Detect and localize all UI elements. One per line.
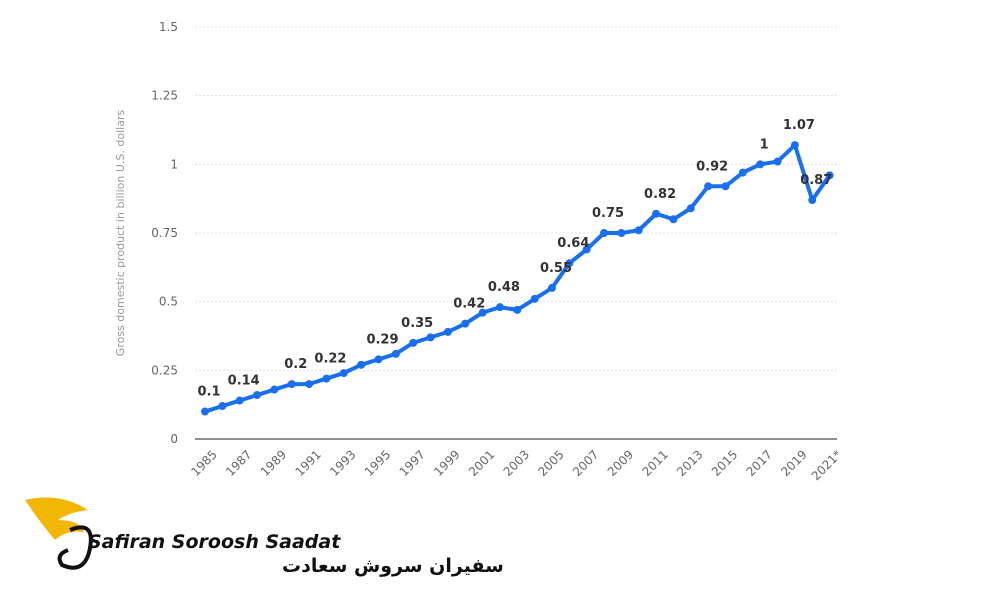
point — [339, 369, 348, 378]
x-tick-label: 1999 — [431, 447, 462, 478]
point — [426, 333, 435, 342]
point — [582, 245, 591, 254]
point — [669, 215, 678, 224]
x-tick-label: 1987 — [223, 447, 254, 478]
x-tick-label: 2019 — [778, 447, 809, 478]
point — [357, 360, 366, 369]
point — [756, 160, 765, 169]
x-tick-label: 2017 — [744, 447, 775, 478]
value-label: 0.55 — [540, 261, 572, 276]
x-tick-label: 2011 — [639, 447, 670, 478]
point — [443, 327, 452, 336]
value-label: 0.1 — [197, 385, 220, 400]
y-tick-label: 0 — [170, 432, 178, 446]
x-tick-label: 1997 — [397, 447, 428, 478]
point — [374, 355, 383, 364]
y-tick-label: 0.75 — [151, 226, 178, 240]
value-label: 1 — [760, 137, 769, 152]
value-label: 0.35 — [401, 316, 433, 331]
point — [253, 391, 262, 400]
x-tick-label: 2007 — [570, 447, 601, 478]
point — [530, 294, 539, 303]
point — [617, 229, 626, 237]
point — [600, 229, 609, 237]
value-label: 0.82 — [644, 187, 676, 202]
point — [652, 209, 661, 218]
point — [773, 157, 782, 166]
value-label: 0.14 — [228, 374, 260, 389]
y-tick-label: 1.5 — [159, 20, 178, 34]
point — [478, 308, 487, 317]
point — [409, 338, 418, 347]
point — [201, 407, 209, 416]
logo-latin: Safiran Soroosh Saadat — [88, 531, 341, 553]
point — [565, 259, 574, 268]
value-label: 0.48 — [488, 280, 520, 295]
point — [513, 305, 522, 314]
x-tick-label: 1991 — [292, 447, 323, 478]
value-label: 0.29 — [366, 332, 398, 347]
y-tick-label: 0.5 — [159, 295, 178, 309]
x-tick-label: 2001 — [466, 447, 497, 478]
point — [461, 319, 470, 328]
y-axis-title: Gross domestic product in billion U.S. d… — [114, 110, 127, 357]
value-label: 0.87 — [800, 173, 832, 188]
value-label: 0.2 — [284, 357, 307, 372]
value-label: 0.75 — [592, 206, 624, 221]
value-label: 0.92 — [696, 159, 728, 174]
x-tick-label: 2003 — [501, 447, 532, 478]
x-tick-label: 1989 — [258, 447, 289, 478]
x-tick-label: 2021* — [809, 447, 845, 483]
point — [322, 374, 331, 383]
logo-wing — [25, 497, 88, 540]
y-tick-label: 1 — [170, 157, 178, 171]
point — [305, 380, 314, 389]
point — [738, 168, 747, 177]
x-tick-label: 2015 — [709, 447, 740, 478]
point — [270, 385, 279, 394]
plot — [201, 141, 834, 416]
point — [790, 141, 799, 150]
point — [825, 171, 834, 180]
point — [391, 349, 400, 358]
x-tick-label: 1993 — [327, 447, 358, 478]
point — [235, 396, 244, 405]
x-tick-label: 2013 — [674, 447, 705, 478]
point — [495, 303, 504, 312]
logo: Safiran Soroosh Saadat سفیران سروش سعادت — [25, 497, 504, 577]
x-tick-label: 1995 — [362, 447, 393, 478]
value-label: 0.64 — [557, 236, 589, 251]
point — [218, 402, 227, 411]
point — [548, 283, 556, 292]
point — [686, 204, 695, 213]
point — [704, 182, 713, 191]
logo-persian: سفیران سروش سعادت — [282, 555, 504, 577]
value-label: 0.22 — [314, 352, 346, 367]
point — [721, 182, 730, 191]
x-tick-label: 2009 — [605, 447, 636, 478]
value-label: 0.42 — [453, 297, 485, 312]
y-tick-label: 0.25 — [151, 363, 178, 377]
point — [808, 196, 817, 205]
value-label: 1.07 — [783, 118, 815, 133]
point — [634, 226, 643, 235]
y-tick-label: 1.25 — [151, 89, 178, 103]
x-tick-label: 2005 — [535, 447, 566, 478]
point — [287, 380, 296, 389]
logo-swan — [57, 525, 93, 570]
x-tick-label: 1985 — [188, 447, 219, 478]
